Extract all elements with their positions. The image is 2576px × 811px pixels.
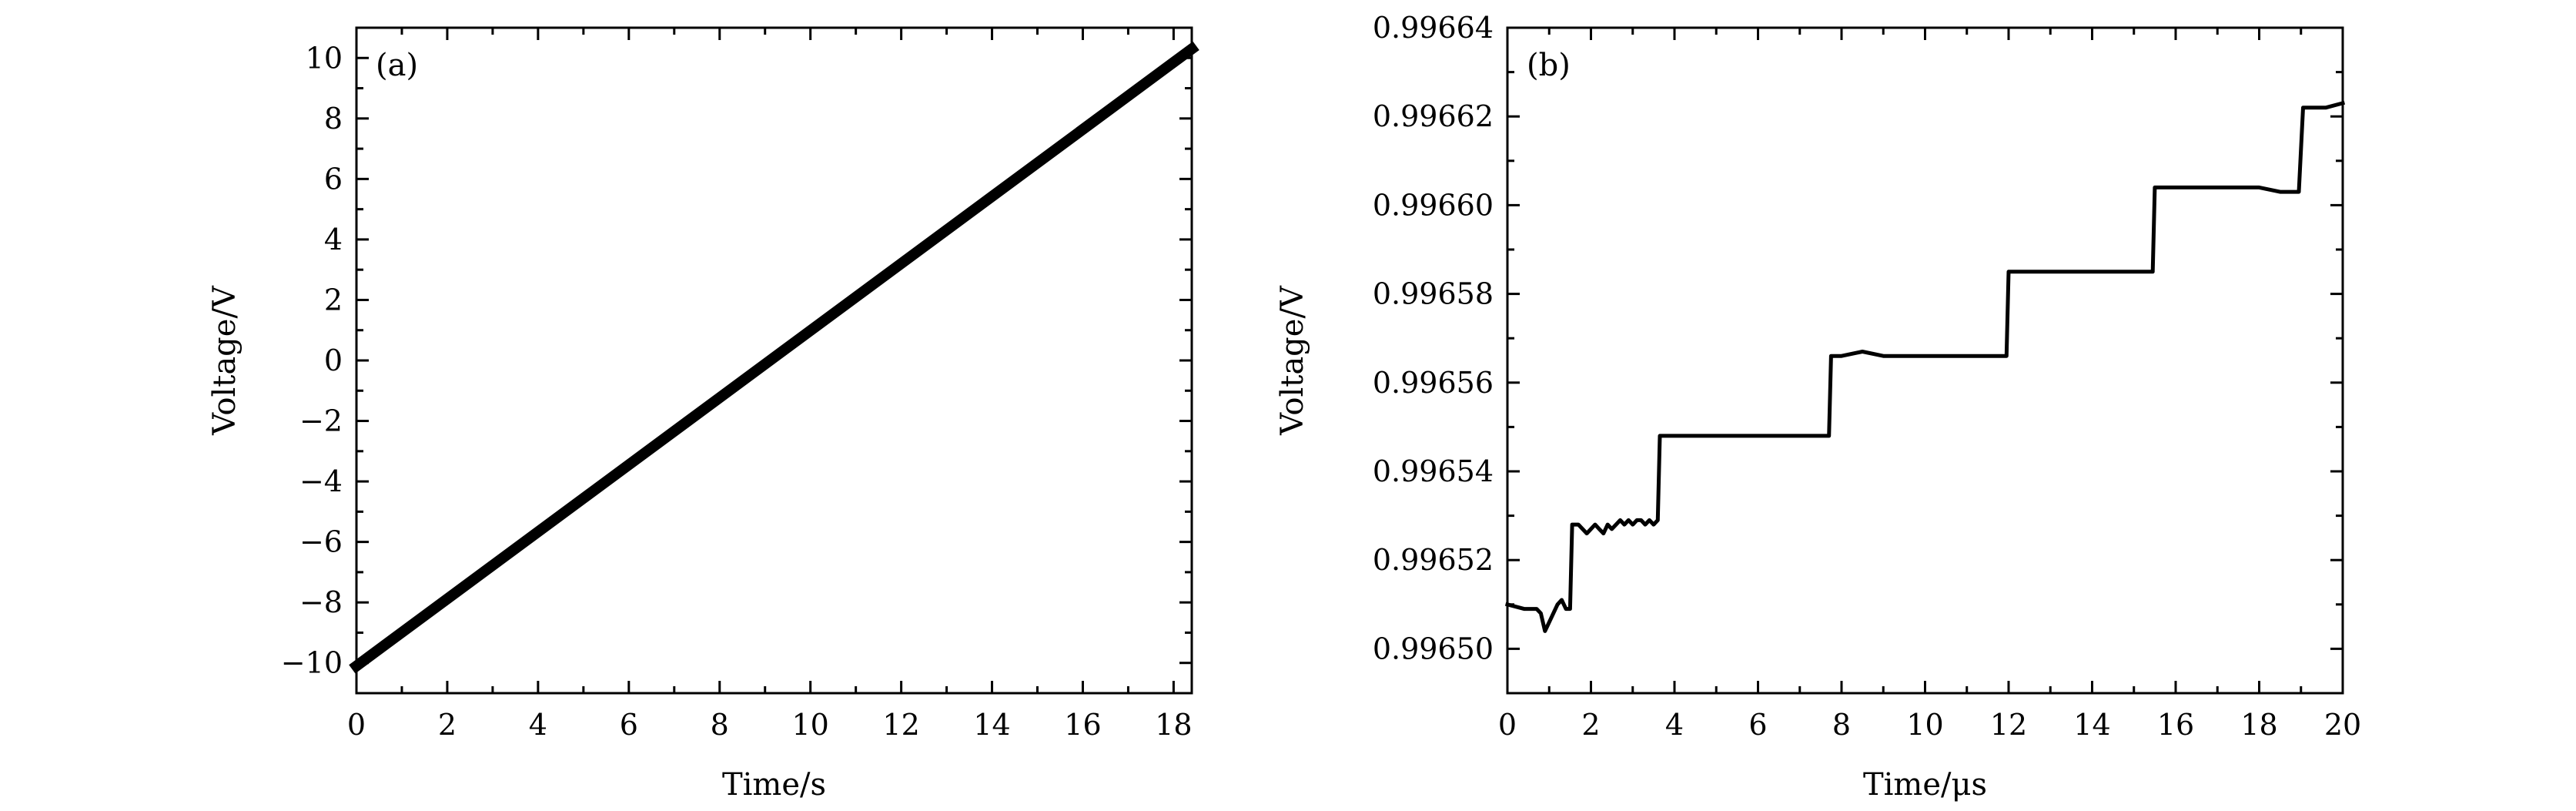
x-tick-label: 2 xyxy=(438,708,457,742)
y-axis-label: Voltage/V xyxy=(207,285,243,436)
y-tick-label: 2 xyxy=(324,283,343,317)
y-tick-label: 0.99652 xyxy=(1373,543,1494,577)
chart-a: 0 2 4 6 8 10 12 14 16 18 −10 −8 −6 −4 −2 0 2 4 6 8 10 Time/s V… xyxy=(207,26,1199,803)
y-tick-label: 8 xyxy=(324,102,343,136)
x-tick-label: 8 xyxy=(1832,708,1851,742)
y-tick-label: 4 xyxy=(324,223,343,256)
y-tick-label: 0.99660 xyxy=(1373,188,1494,222)
x-tick-label: 14 xyxy=(973,708,1010,742)
x-tick-label: 18 xyxy=(1155,708,1192,742)
y-axis-label: Voltage/V xyxy=(1275,285,1310,436)
y-tick-label: −8 xyxy=(299,585,343,619)
y-tick-label: 0.99664 xyxy=(1373,11,1494,45)
x-tick-label: 16 xyxy=(1064,708,1101,742)
x-tick-label: 4 xyxy=(529,708,547,742)
y-tick-label: −6 xyxy=(299,525,343,559)
y-tick-label: −4 xyxy=(299,464,343,498)
y-tick-label: 0.99656 xyxy=(1373,366,1494,400)
series-line-0 xyxy=(1504,100,2346,633)
series-line-0 xyxy=(349,41,1199,674)
x-axis-label: Time/s xyxy=(722,767,826,803)
x-tick-label: 16 xyxy=(2157,708,2194,742)
panel-label: (a) xyxy=(376,48,418,83)
x-tick-label: 20 xyxy=(2324,708,2361,742)
y-tick-label: 0.99650 xyxy=(1373,632,1494,665)
x-axis-label: Time/μs xyxy=(1863,767,1987,803)
x-tick-label: 2 xyxy=(1581,708,1600,742)
x-tick-label: 10 xyxy=(791,708,828,742)
x-tick-label: 12 xyxy=(882,708,919,742)
y-tick-label: 6 xyxy=(324,162,343,196)
y-tick-label: 10 xyxy=(306,41,343,75)
y-tick-label: 0.99654 xyxy=(1373,454,1494,488)
panel-label: (b) xyxy=(1527,48,1571,83)
x-tick-label: 18 xyxy=(2240,708,2277,742)
x-tick-label: 0 xyxy=(1498,708,1517,742)
y-tick-label: 0.99658 xyxy=(1373,277,1494,311)
y-tick-label: −2 xyxy=(299,404,343,438)
x-tick-label: 12 xyxy=(1990,708,2027,742)
x-tick-label: 8 xyxy=(711,708,729,742)
y-tick-label: 0 xyxy=(324,344,343,377)
y-tick-label: −10 xyxy=(281,646,343,680)
x-tick-label: 4 xyxy=(1665,708,1684,742)
chart-b: 0 2 4 6 8 10 12 14 16 18 20 0.99650 0.99652 0.99654 0.… xyxy=(1275,11,2361,803)
x-tick-label: 6 xyxy=(1748,708,1767,742)
plot-frame xyxy=(1506,26,2344,695)
x-tick-label: 6 xyxy=(620,708,638,742)
y-tick-label: 0.99662 xyxy=(1373,99,1494,133)
x-tick-label: 10 xyxy=(1906,708,1943,742)
x-tick-label: 14 xyxy=(2073,708,2110,742)
x-tick-label: 0 xyxy=(347,708,366,742)
